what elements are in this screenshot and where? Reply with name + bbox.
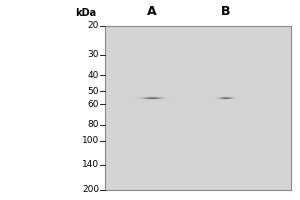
- Text: 30: 30: [88, 50, 99, 59]
- Text: 100: 100: [82, 136, 99, 145]
- Text: 80: 80: [88, 120, 99, 129]
- Text: A: A: [147, 5, 156, 18]
- Text: 60: 60: [88, 100, 99, 109]
- Text: 50: 50: [88, 87, 99, 96]
- Text: kDa: kDa: [75, 8, 96, 18]
- Text: 140: 140: [82, 160, 99, 169]
- Text: 200: 200: [82, 186, 99, 194]
- Text: 40: 40: [88, 71, 99, 80]
- Text: 20: 20: [88, 21, 99, 30]
- Text: B: B: [221, 5, 231, 18]
